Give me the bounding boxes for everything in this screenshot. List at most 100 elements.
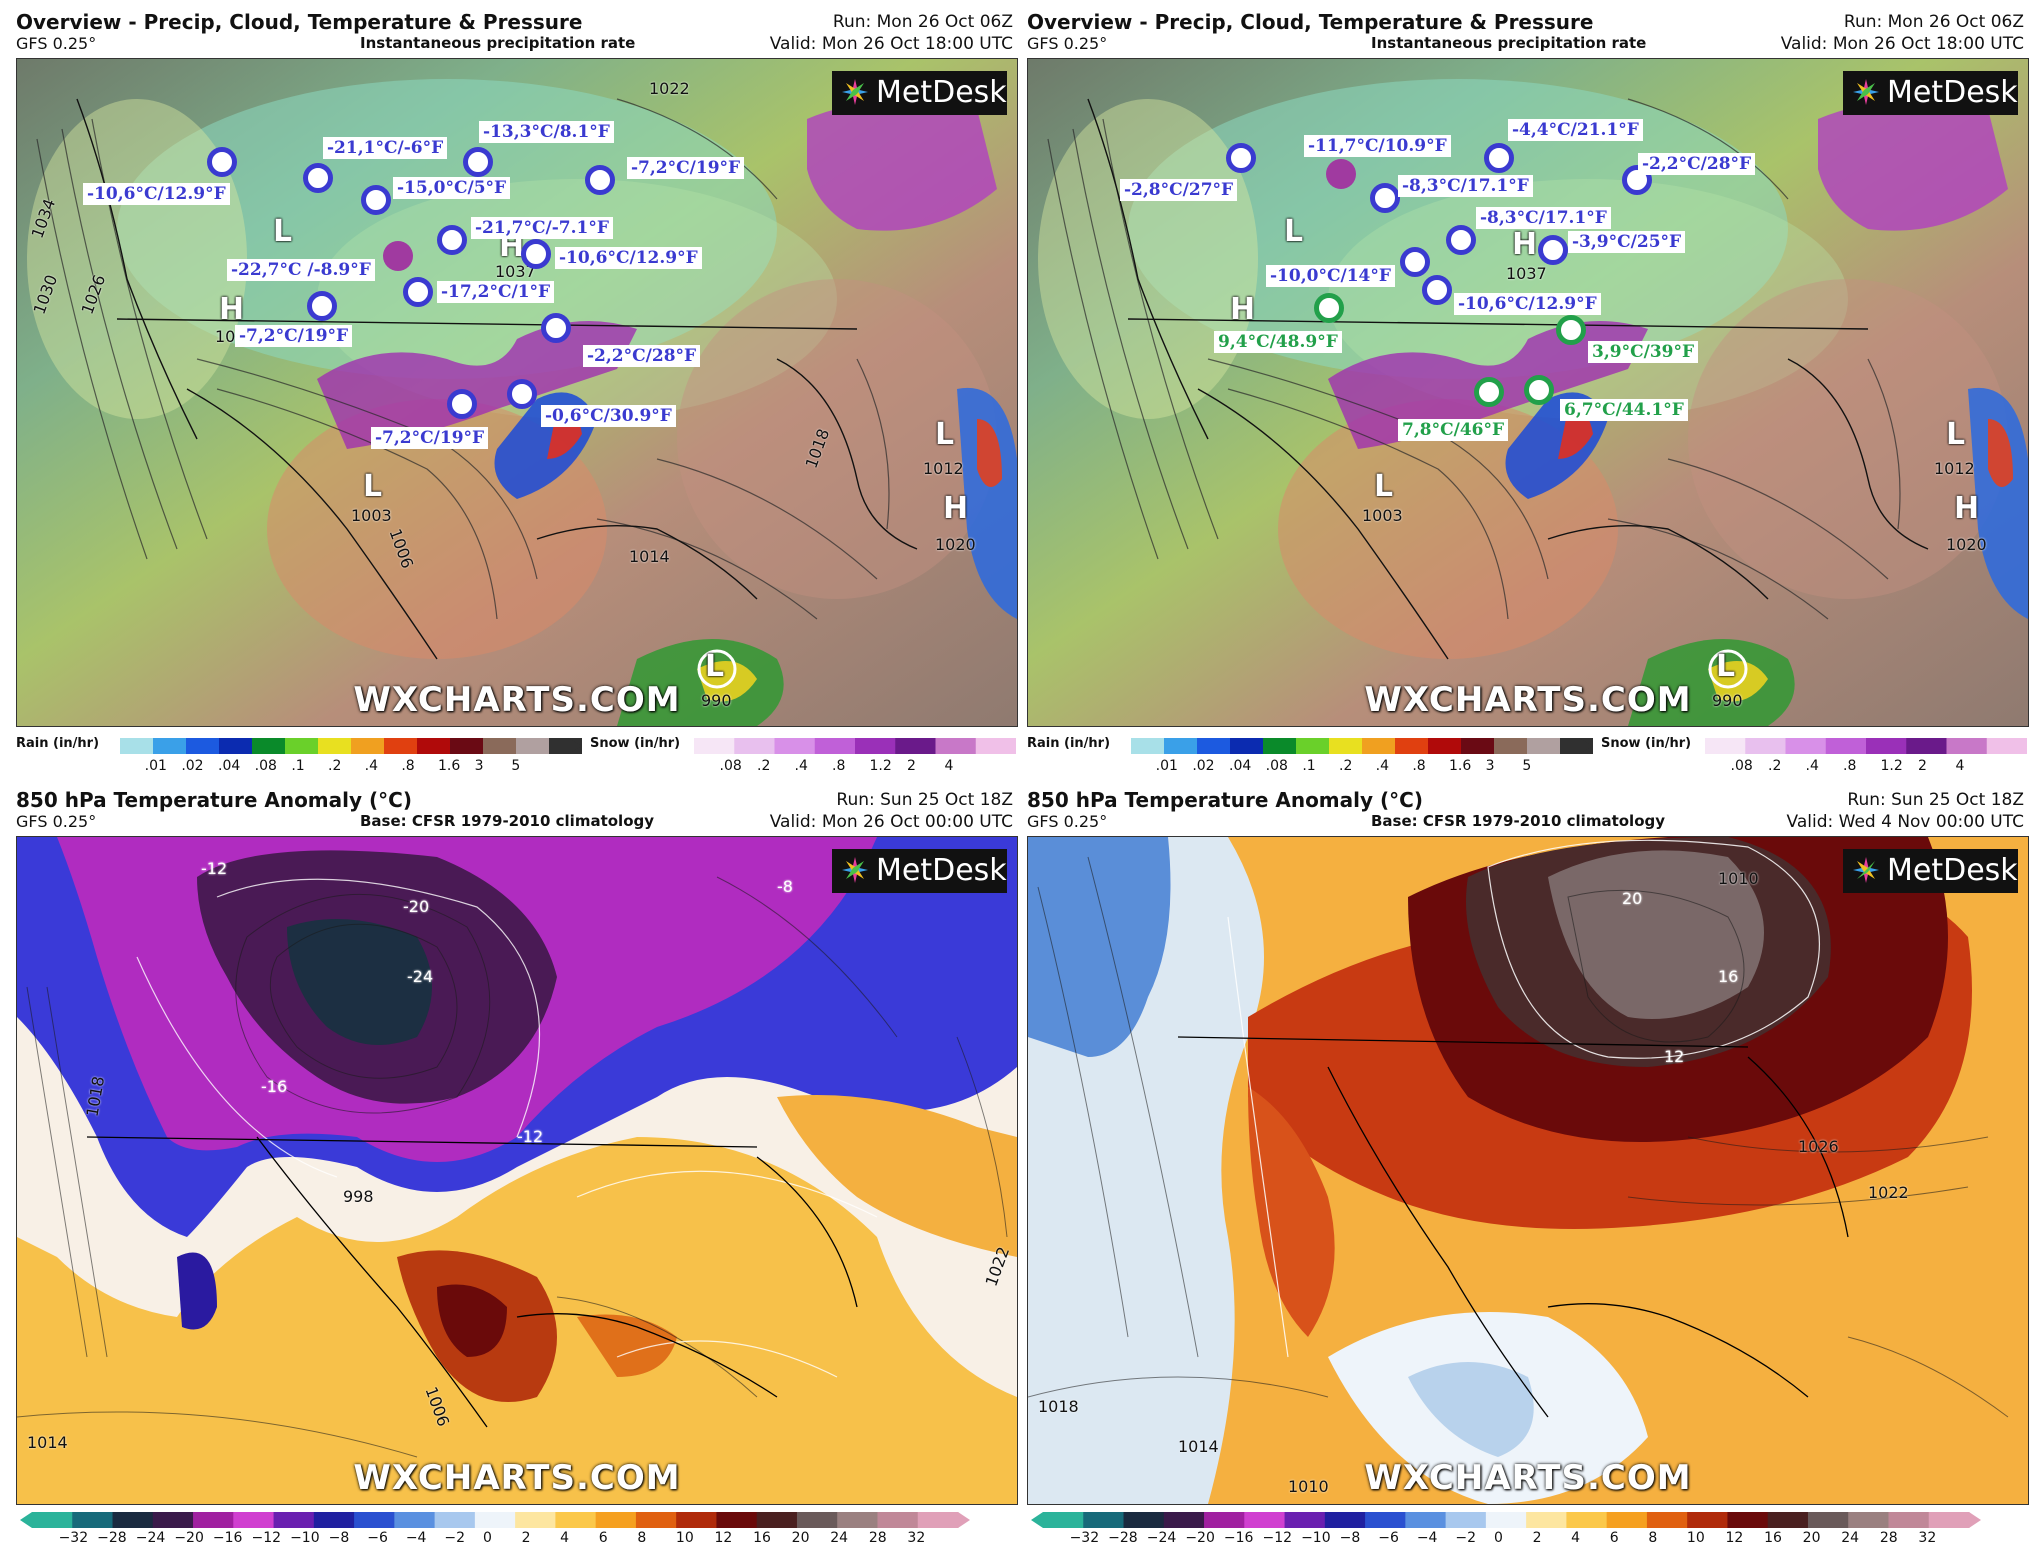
contour-label: -12 bbox=[517, 1127, 544, 1146]
anomaly-map: MetDesk -12 -20 -24 -16 -12 -8 1018 998 … bbox=[16, 836, 1018, 1505]
city-marker bbox=[1422, 275, 1452, 305]
precip-legend: Rain (in/hr) .01 .02 .04 .08 .1 .2 .4 .8 1.6 3 5 S… bbox=[1021, 728, 2030, 778]
colorbar-swatch bbox=[1263, 738, 1297, 754]
panel-title: Overview - Precip, Cloud, Temperature & … bbox=[16, 10, 583, 34]
pressure-value: 1003 bbox=[351, 506, 392, 525]
rain-legend-label: Rain (in/hr) bbox=[16, 736, 100, 751]
city-marker bbox=[1556, 315, 1586, 345]
temperature-label: 6,7°C/44.1°F bbox=[1560, 399, 1688, 421]
pressure-value: 1037 bbox=[495, 262, 536, 281]
pressure-center: L bbox=[705, 649, 724, 684]
colorbar-tick-label: 8 bbox=[1648, 1530, 1658, 1546]
colorbar-swatch bbox=[895, 738, 936, 754]
colorbar-tick-label: .04 bbox=[1229, 758, 1252, 774]
colorbar-tick-label: .04 bbox=[218, 758, 241, 774]
pressure-center: L bbox=[935, 417, 954, 452]
contour-label: 998 bbox=[343, 1187, 374, 1206]
colorbar-swatch bbox=[694, 738, 735, 754]
colorbar-swatch bbox=[1197, 738, 1231, 754]
pressure-center: L bbox=[363, 469, 382, 504]
temperature-label: -4,4°C/21.1°F bbox=[1508, 119, 1643, 141]
colorbar-tick-label: .1 bbox=[291, 758, 305, 774]
panel-header: Overview - Precip, Cloud, Temperature & … bbox=[10, 0, 1019, 58]
anomaly-colorbar bbox=[20, 1512, 970, 1528]
colorbar-tick-label: −28 bbox=[1108, 1530, 1138, 1546]
temperature-label: -15,0°C/5°F bbox=[393, 177, 511, 199]
colorbar-swatch bbox=[814, 738, 856, 754]
colorbar-tick-label: 0 bbox=[483, 1530, 492, 1546]
contour-label: 1014 bbox=[1178, 1437, 1219, 1456]
rain-colorbar bbox=[120, 738, 582, 754]
city-marker bbox=[541, 313, 571, 343]
colorbar-arrow-right bbox=[958, 1512, 970, 1528]
colorbar-swatch bbox=[1566, 1512, 1608, 1528]
city-marker bbox=[303, 163, 333, 193]
colorbar-tick-label: −4 bbox=[405, 1530, 427, 1546]
city-marker bbox=[1226, 143, 1256, 173]
colorbar-swatch bbox=[1906, 738, 1947, 754]
colorbar-swatch bbox=[1785, 738, 1827, 754]
rain-colorbar bbox=[1131, 738, 1593, 754]
colorbar-tick-label: 32 bbox=[907, 1530, 926, 1546]
colorbar-swatch bbox=[483, 738, 517, 754]
temperature-label: 3,9°C/39°F bbox=[1588, 341, 1699, 363]
city-marker bbox=[1446, 225, 1476, 255]
colorbar-tick-label: .8 bbox=[401, 758, 415, 774]
temperature-label: -10,6°C/12.9°F bbox=[555, 247, 702, 269]
contour-label: -16 bbox=[261, 1077, 288, 1096]
colorbar-swatch bbox=[112, 1512, 154, 1528]
colorbar-swatch bbox=[1705, 738, 1746, 754]
contour-label: 1018 bbox=[1038, 1397, 1079, 1416]
city-marker bbox=[1370, 183, 1400, 213]
colorbar-tick-label: −20 bbox=[174, 1530, 204, 1546]
metdesk-logo: MetDesk bbox=[832, 71, 1007, 115]
watermark: WXCHARTS.COM bbox=[1364, 1458, 1692, 1498]
metdesk-logo: MetDesk bbox=[1843, 849, 2018, 893]
watermark: WXCHARTS.COM bbox=[1364, 680, 1692, 720]
city-marker bbox=[463, 147, 493, 177]
colorbar-swatch bbox=[1807, 1512, 1849, 1528]
colorbar-tick-label: 28 bbox=[868, 1530, 887, 1546]
panel-anomaly-right: 850 hPa Temperature Anomaly (°C) GFS 0.2… bbox=[1021, 778, 2030, 1555]
colorbar-swatch bbox=[1244, 1512, 1286, 1528]
colorbar-swatch bbox=[756, 1512, 798, 1528]
pressure-letter: L bbox=[1946, 417, 1966, 452]
colorbar-tick-label: 2 bbox=[1918, 758, 1927, 774]
temperature-label: -10,6°C/12.9°F bbox=[1454, 293, 1601, 315]
colorbar-tick-label: .02 bbox=[1192, 758, 1215, 774]
colorbar-swatch bbox=[1405, 1512, 1447, 1528]
colorbar-swatch bbox=[72, 1512, 114, 1528]
panel-title: 850 hPa Temperature Anomaly (°C) bbox=[16, 788, 412, 812]
colorbar-swatch bbox=[252, 738, 286, 754]
colorbar-tick-label: 32 bbox=[1918, 1530, 1937, 1546]
colorbar-tick-label: −20 bbox=[1185, 1530, 1215, 1546]
watermark: WXCHARTS.COM bbox=[353, 1458, 681, 1498]
colorbar-swatch bbox=[1230, 738, 1264, 754]
colorbar-swatch bbox=[1428, 738, 1462, 754]
metdesk-logo-text: MetDesk bbox=[876, 75, 1007, 110]
temperature-label: -11,7°C/10.9°F bbox=[1304, 135, 1451, 157]
colorbar-tick-label: 2 bbox=[907, 758, 916, 774]
anomaly-map-graphic bbox=[17, 837, 1017, 1504]
pressure-letter: H bbox=[219, 292, 245, 327]
model-label: GFS 0.25° bbox=[16, 812, 97, 831]
city-marker bbox=[1474, 377, 1504, 407]
colorbar-swatch bbox=[1163, 1512, 1205, 1528]
colorbar-tick-label: .4 bbox=[364, 758, 379, 774]
pressure-center: L bbox=[1374, 469, 1393, 504]
temperature-label: -8,3°C/17.1°F bbox=[1476, 207, 1611, 229]
colorbar-tick-label: 3 bbox=[1485, 758, 1495, 774]
colorbar-swatch bbox=[285, 738, 319, 754]
colorbar-tick-label: 10 bbox=[1686, 1530, 1705, 1546]
colorbar-swatch bbox=[595, 1512, 637, 1528]
panel-precip-right: Overview - Precip, Cloud, Temperature & … bbox=[1021, 0, 2030, 777]
colorbar-swatch bbox=[1123, 1512, 1165, 1528]
colorbar-swatch bbox=[1395, 738, 1429, 754]
colorbar-tick-label: 5 bbox=[1522, 758, 1532, 774]
pressure-letter: L bbox=[363, 469, 383, 504]
colorbar-tick-label: 20 bbox=[1802, 1530, 1821, 1546]
colorbar-tick-label: −6 bbox=[367, 1530, 388, 1546]
panel-header: Overview - Precip, Cloud, Temperature & … bbox=[1021, 0, 2030, 58]
temperature-label: -21,7°C/-7.1°F bbox=[471, 217, 613, 239]
precip-legend: Rain (in/hr) .01 .02 .04 .08 .1 .2 .4 .8 1.6 3 5 S… bbox=[10, 728, 1019, 778]
